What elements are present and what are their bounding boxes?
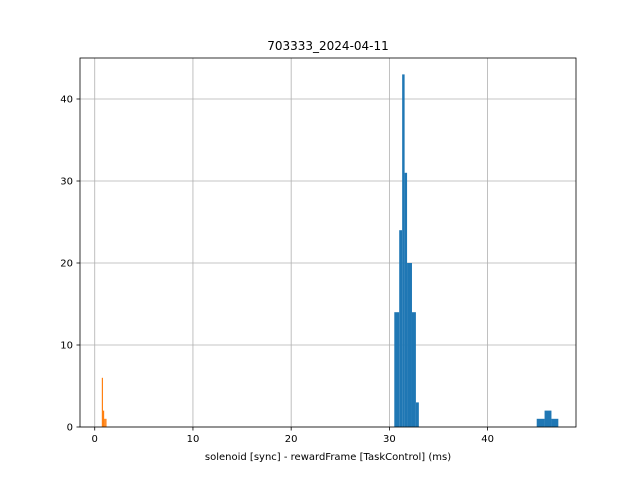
histogram-bar	[544, 410, 552, 427]
histogram-bar	[415, 402, 419, 427]
y-tick-label: 40	[60, 95, 73, 106]
x-axis-label: solenoid [sync] - rewardFrame [TaskContr…	[205, 452, 451, 463]
x-tick-label: 10	[187, 434, 200, 445]
axis-ticks: 0 10 20 30 40 0 10 20 30 40	[60, 95, 494, 446]
x-tick-label: 0	[92, 434, 98, 445]
histogram-bar	[551, 418, 559, 427]
x-tick-label: 30	[383, 434, 396, 445]
histogram-bar	[101, 377, 103, 427]
plot-frame	[79, 57, 577, 428]
histogram-bar	[105, 418, 107, 427]
histogram-bar	[394, 312, 400, 427]
histogram-bar	[104, 418, 106, 427]
histogram-bars	[101, 74, 559, 428]
y-tick-label: 10	[60, 341, 73, 352]
histogram-bar	[102, 410, 105, 427]
histogram-bar	[407, 263, 412, 427]
histogram-bar	[402, 74, 405, 428]
chart-title: 703333_2024-04-11	[267, 39, 389, 53]
y-tick-label: 20	[60, 259, 73, 270]
histogram-bar	[536, 418, 545, 427]
x-tick-label: 20	[285, 434, 298, 445]
histogram-bar	[399, 230, 403, 427]
histogram-bar	[411, 312, 416, 427]
histogram-bar	[404, 172, 408, 427]
y-tick-label: 0	[67, 423, 73, 434]
x-tick-label: 40	[481, 434, 494, 445]
y-tick-label: 30	[60, 177, 73, 188]
